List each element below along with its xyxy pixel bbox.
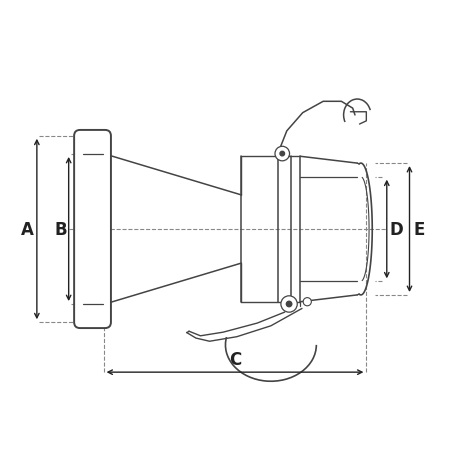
Text: A: A: [20, 220, 33, 239]
Circle shape: [302, 298, 311, 306]
Text: B: B: [54, 220, 67, 239]
Circle shape: [286, 302, 291, 307]
Circle shape: [280, 296, 297, 313]
Circle shape: [280, 152, 284, 157]
Text: E: E: [413, 220, 424, 239]
FancyBboxPatch shape: [74, 131, 111, 328]
Text: C: C: [229, 351, 241, 369]
Text: D: D: [389, 220, 403, 239]
Circle shape: [274, 147, 289, 162]
